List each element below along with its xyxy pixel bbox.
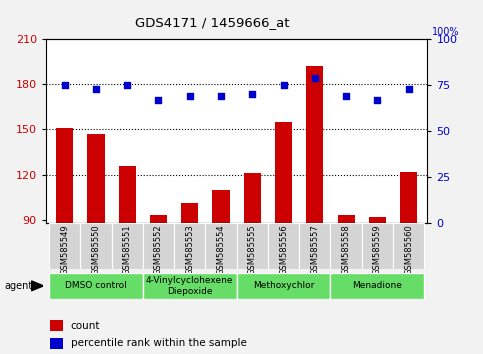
Text: GSM585553: GSM585553 [185,224,194,275]
Bar [50,338,63,349]
Text: Methoxychlor: Methoxychlor [253,281,314,290]
Point [123,82,131,88]
Point [248,91,256,97]
Bar [50,320,63,331]
Bar [299,223,330,269]
Point [186,93,194,99]
Bar [56,128,73,223]
Point [405,86,412,91]
Point [155,97,162,103]
Polygon shape [31,281,43,291]
Text: GSM585556: GSM585556 [279,224,288,275]
Bar [150,216,167,223]
Bar [330,223,362,269]
Text: GDS4171 / 1459666_at: GDS4171 / 1459666_at [135,16,290,29]
Text: 4-Vinylcyclohexene
Diepoxide: 4-Vinylcyclohexene Diepoxide [146,276,233,296]
Bar [174,223,205,269]
Text: Menadione: Menadione [353,281,402,290]
Text: GSM585549: GSM585549 [60,224,69,275]
Bar [237,223,268,269]
Bar [306,66,324,223]
Text: percentile rank within the sample: percentile rank within the sample [71,338,246,348]
Point [311,75,319,80]
Point [342,93,350,99]
Bar [143,273,237,299]
Text: GSM585559: GSM585559 [373,224,382,275]
Point [280,82,287,88]
Bar [330,273,425,299]
Bar [213,190,229,223]
Bar [244,173,261,223]
Point [373,97,381,103]
Bar [205,223,237,269]
Bar [80,223,112,269]
Bar [237,273,330,299]
Bar [338,216,355,223]
Point [217,93,225,99]
Point [61,82,69,88]
Text: GSM585558: GSM585558 [341,224,351,275]
Bar [112,223,143,269]
Text: GSM585551: GSM585551 [123,224,132,275]
Text: agent: agent [5,281,33,291]
Bar [393,223,425,269]
Bar [143,223,174,269]
Text: DMSO control: DMSO control [65,281,127,290]
Bar [275,122,292,223]
Bar [119,166,136,223]
Point [92,86,100,91]
Bar [268,223,299,269]
Text: GSM585557: GSM585557 [311,224,319,275]
Text: 100%: 100% [432,27,460,37]
Bar [49,273,143,299]
Text: count: count [71,321,100,331]
Text: GSM585554: GSM585554 [216,224,226,275]
Bar [87,134,104,223]
Text: GSM585555: GSM585555 [248,224,257,275]
Bar [181,204,199,223]
Text: GSM585552: GSM585552 [154,224,163,275]
Bar [49,223,80,269]
Text: GSM585560: GSM585560 [404,224,413,275]
Bar [400,172,417,223]
Bar [362,223,393,269]
Text: GSM585550: GSM585550 [91,224,100,275]
Bar [369,217,386,223]
